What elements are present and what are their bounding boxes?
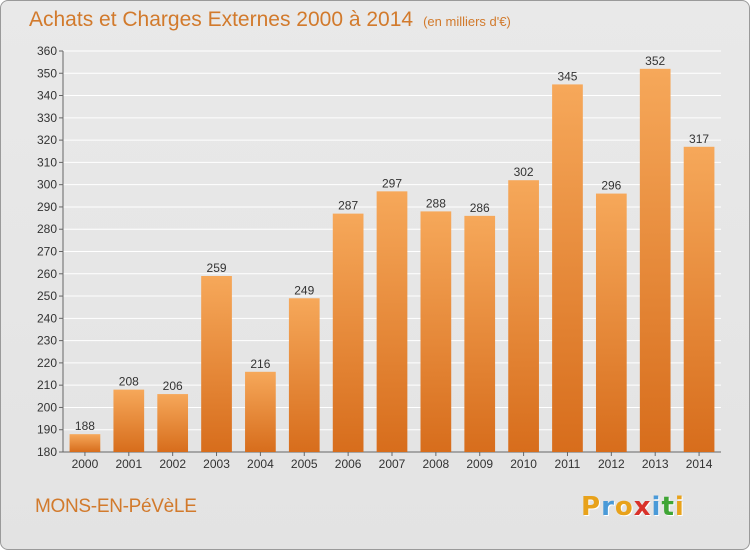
y-tick-label: 310 bbox=[37, 155, 57, 169]
y-tick-label: 320 bbox=[37, 133, 57, 147]
y-tick-label: 300 bbox=[37, 178, 57, 192]
logo-letter: P bbox=[581, 492, 602, 522]
data-label: 288 bbox=[426, 196, 446, 210]
x-axis: 2000 2001 2002 2003 2004 2005 2006 2007 2008 2009… bbox=[72, 452, 713, 471]
y-tick-label: 360 bbox=[37, 44, 57, 58]
y-tick-label: 200 bbox=[37, 400, 57, 414]
data-label: 216 bbox=[250, 357, 270, 371]
bar bbox=[595, 193, 627, 453]
data-label: 302 bbox=[514, 165, 534, 179]
x-tick-label: 2006 bbox=[335, 457, 362, 471]
y-tick-label: 230 bbox=[37, 334, 57, 348]
logo-letter: t bbox=[661, 492, 675, 522]
y-tick-label: 290 bbox=[37, 200, 57, 214]
x-tick-label: 2009 bbox=[466, 457, 493, 471]
y-tick-label: 270 bbox=[37, 245, 57, 259]
x-tick-label: 2011 bbox=[555, 457, 581, 471]
data-label: 249 bbox=[294, 283, 314, 297]
y-tick-label: 260 bbox=[37, 267, 57, 281]
data-labels: 188 208 206 259 216 249 287 297 288 286 302 345 296 3… bbox=[75, 54, 709, 433]
bar bbox=[683, 146, 715, 453]
data-label: 206 bbox=[163, 379, 183, 393]
bar bbox=[245, 371, 276, 452]
x-tick-label: 2012 bbox=[598, 457, 625, 471]
chart-title-text: Achats et Charges Externes 2000 à 2014 bbox=[29, 8, 414, 31]
x-tick-label: 2000 bbox=[72, 457, 99, 471]
logo-letter: r bbox=[601, 492, 615, 522]
y-tick-label: 210 bbox=[37, 378, 57, 392]
bar bbox=[420, 211, 452, 452]
logo-letter: x bbox=[633, 492, 652, 522]
bar bbox=[464, 215, 496, 452]
x-tick-label: 2010 bbox=[510, 457, 537, 471]
bar bbox=[157, 394, 189, 452]
y-tick-label: 280 bbox=[37, 222, 57, 236]
chart-title: Achats et Charges Externes 2000 à 2014 (e… bbox=[29, 8, 511, 32]
logo-letter: o bbox=[614, 492, 634, 522]
x-tick-label: 2002 bbox=[159, 457, 186, 471]
data-label: 208 bbox=[119, 375, 139, 389]
y-tick-label: 350 bbox=[37, 66, 57, 80]
y-tick-label: 340 bbox=[37, 89, 57, 103]
x-tick-label: 2001 bbox=[115, 457, 142, 471]
proxiti-logo: Proxiti bbox=[581, 492, 685, 522]
bar bbox=[552, 84, 583, 453]
x-tick-label: 2013 bbox=[642, 457, 669, 471]
bar bbox=[288, 298, 320, 452]
y-tick-label: 220 bbox=[37, 356, 57, 370]
x-tick-label: 2008 bbox=[423, 457, 450, 471]
bar bbox=[376, 191, 408, 452]
x-tick-label: 2003 bbox=[203, 457, 230, 471]
data-label: 345 bbox=[557, 69, 577, 83]
data-label: 296 bbox=[601, 179, 621, 193]
data-label: 259 bbox=[207, 261, 227, 275]
data-label: 352 bbox=[645, 54, 665, 68]
bar bbox=[639, 68, 671, 453]
x-tick-label: 2007 bbox=[379, 457, 406, 471]
town-name: MONS-EN-PéVèLE bbox=[35, 496, 197, 517]
bar bbox=[332, 213, 364, 452]
y-tick-label: 180 bbox=[37, 445, 57, 459]
data-label: 297 bbox=[382, 176, 402, 190]
x-tick-label: 2014 bbox=[686, 457, 713, 471]
bar bbox=[69, 434, 101, 452]
data-label: 286 bbox=[470, 201, 490, 215]
data-label: 317 bbox=[689, 132, 709, 146]
y-tick-label: 240 bbox=[37, 311, 57, 325]
bar bbox=[113, 389, 145, 452]
y-tick-label: 190 bbox=[37, 423, 57, 437]
data-label: 287 bbox=[338, 199, 358, 213]
x-tick-label: 2004 bbox=[247, 457, 274, 471]
bar bbox=[508, 180, 539, 452]
logo-letter: i bbox=[674, 492, 685, 522]
chart-unit: (en milliers d'€) bbox=[423, 14, 511, 29]
x-tick-label: 2005 bbox=[291, 457, 318, 471]
bar bbox=[201, 276, 232, 452]
bars bbox=[69, 68, 715, 453]
logo-letter: i bbox=[651, 492, 662, 522]
y-tick-label: 330 bbox=[37, 111, 57, 125]
data-label: 188 bbox=[75, 419, 95, 433]
y-tick-label: 250 bbox=[37, 289, 57, 303]
